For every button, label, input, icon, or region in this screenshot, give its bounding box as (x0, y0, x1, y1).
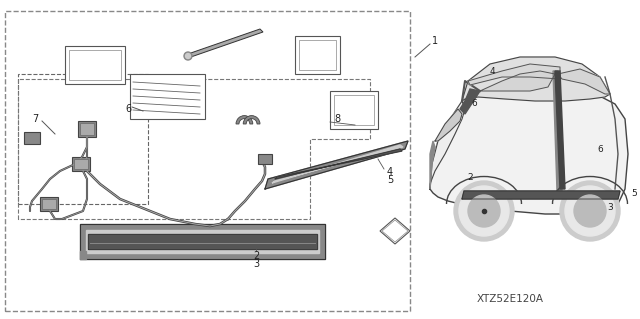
Bar (299, 40, 336, 70)
Text: 7: 7 (32, 114, 38, 124)
Bar (74, 159, 88, 169)
Text: XTZ52E120A: XTZ52E120A (477, 294, 543, 304)
Circle shape (459, 186, 509, 236)
Circle shape (560, 181, 620, 241)
Text: 5: 5 (387, 175, 393, 185)
Bar (130, 74, 205, 119)
Circle shape (184, 52, 192, 60)
Bar (40, 197, 58, 211)
Text: 8: 8 (334, 114, 340, 124)
Bar (334, 95, 374, 125)
Wedge shape (243, 115, 260, 124)
Polygon shape (430, 141, 435, 189)
Text: 6: 6 (125, 104, 131, 114)
Bar (5, 11, 410, 311)
Bar (42, 199, 56, 209)
Polygon shape (80, 251, 86, 259)
Text: 3: 3 (253, 259, 259, 269)
Bar (24, 132, 40, 144)
Bar (18, 74, 148, 204)
Polygon shape (553, 71, 562, 191)
Polygon shape (460, 89, 480, 114)
Polygon shape (86, 230, 319, 253)
Bar (65, 46, 125, 84)
Polygon shape (555, 71, 565, 189)
Polygon shape (88, 234, 317, 249)
Polygon shape (275, 149, 402, 179)
Bar (330, 91, 378, 129)
Polygon shape (272, 145, 403, 183)
Circle shape (186, 54, 191, 58)
Polygon shape (430, 101, 465, 189)
Text: 3: 3 (607, 203, 613, 211)
Polygon shape (462, 191, 620, 199)
Circle shape (468, 195, 500, 227)
Bar (258, 154, 272, 164)
Text: 6: 6 (471, 100, 477, 108)
Polygon shape (480, 71, 555, 91)
Polygon shape (380, 218, 410, 244)
Text: 1: 1 (432, 36, 438, 46)
Bar (80, 123, 94, 135)
Text: 2: 2 (253, 251, 259, 261)
Wedge shape (236, 115, 253, 124)
Bar (78, 121, 96, 137)
Bar (69, 50, 121, 80)
Polygon shape (558, 69, 610, 94)
Polygon shape (468, 64, 560, 85)
Polygon shape (80, 224, 325, 259)
Text: 4: 4 (387, 167, 393, 177)
Polygon shape (462, 57, 610, 101)
Text: 5: 5 (631, 189, 637, 198)
Text: 6: 6 (597, 145, 603, 153)
Polygon shape (382, 220, 408, 242)
Polygon shape (435, 109, 462, 141)
Text: 2: 2 (467, 173, 473, 182)
Polygon shape (265, 141, 408, 189)
Polygon shape (185, 29, 263, 58)
Polygon shape (430, 81, 628, 214)
Bar (295, 36, 340, 74)
Circle shape (565, 186, 615, 236)
Circle shape (574, 195, 606, 227)
Circle shape (454, 181, 514, 241)
Text: 4: 4 (489, 66, 495, 76)
Bar (72, 157, 90, 171)
